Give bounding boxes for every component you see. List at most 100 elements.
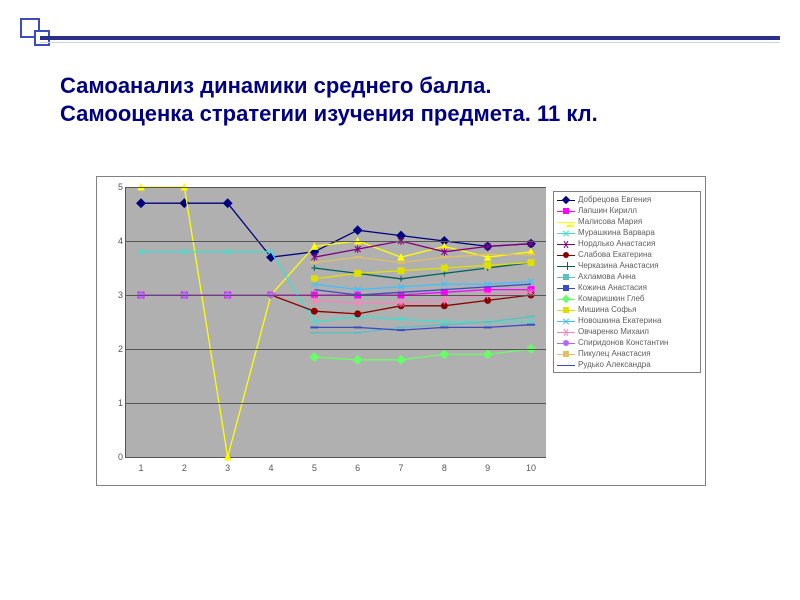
series-marker	[311, 276, 317, 282]
legend-swatch	[557, 251, 575, 259]
legend-item: Спиридонов Константин	[557, 337, 697, 348]
x-tick-label: 4	[261, 463, 281, 473]
y-tick-label: 0	[111, 452, 123, 462]
legend-swatch	[557, 317, 575, 325]
y-tick-label: 1	[111, 398, 123, 408]
legend-swatch	[557, 229, 575, 237]
legend-item: Норд­лько Анастасия	[557, 238, 697, 249]
series-marker	[355, 270, 361, 276]
series-line	[141, 203, 531, 257]
legend-label: Черказина Анастасия	[578, 261, 659, 270]
y-tick-label: 3	[111, 290, 123, 300]
gridline	[126, 187, 546, 188]
series-marker	[441, 265, 447, 271]
series-marker	[528, 260, 534, 266]
x-tick-label: 1	[131, 463, 151, 473]
legend-swatch	[557, 240, 575, 248]
series-marker	[355, 311, 361, 317]
gridline	[126, 403, 546, 404]
legend-label: Пикулец Анастасия	[578, 349, 651, 358]
legend-label: Добрецова Евгения	[578, 195, 651, 204]
page-title: Самоанализ динамики среднего балла. Само…	[60, 72, 740, 127]
series-marker	[353, 356, 361, 364]
legend-label: Ахламова Анна	[578, 272, 636, 281]
legend-item: Рудько Александра	[557, 359, 697, 370]
legend-label: Спиридонов Константин	[578, 338, 668, 347]
legend-swatch	[557, 273, 575, 281]
legend-item: Ахламова Анна	[557, 271, 697, 282]
chart-lines	[126, 187, 546, 457]
legend-swatch	[557, 350, 575, 358]
gridline	[126, 295, 546, 296]
x-tick-label: 8	[434, 463, 454, 473]
legend-item: Новошкина Екатерина	[557, 315, 697, 326]
legend-item: Кожина Анастасия	[557, 282, 697, 293]
legend-label: Малисова Мария	[578, 217, 642, 226]
series-marker	[485, 262, 491, 268]
legend-swatch	[557, 339, 575, 347]
series-line	[314, 317, 531, 333]
legend-label: Кожина Анастасия	[578, 283, 647, 292]
legend-label: Норд­лько Анастасия	[578, 239, 655, 248]
x-tick-label: 5	[304, 463, 324, 473]
legend-item: Слабова Екатерина	[557, 249, 697, 260]
series-line	[141, 295, 531, 314]
y-tick-label: 5	[111, 182, 123, 192]
x-tick-label: 9	[478, 463, 498, 473]
series-line	[314, 349, 531, 360]
legend: Добрецова Евгения Лапшин Кирилл Малисова М…	[553, 191, 701, 373]
legend-label: Мурашкина Варвара	[578, 228, 655, 237]
legend-item: Малисова Мария	[557, 216, 697, 227]
legend-label: Комаришкин Глеб	[578, 294, 645, 303]
legend-swatch	[557, 295, 575, 303]
y-tick-label: 4	[111, 236, 123, 246]
x-tick-label: 2	[174, 463, 194, 473]
series-line	[314, 282, 531, 290]
series-marker	[483, 350, 491, 358]
legend-item: Овчаренко Михаил	[557, 326, 697, 337]
legend-item: Лапшин Кирилл	[557, 205, 697, 216]
series-marker	[311, 308, 317, 314]
x-tick-label: 3	[218, 463, 238, 473]
series-marker	[225, 454, 231, 460]
series-marker	[311, 265, 317, 271]
header-rule-secondary	[40, 42, 780, 43]
legend-swatch	[557, 218, 575, 226]
legend-swatch	[557, 306, 575, 314]
series-marker	[397, 356, 405, 364]
chart-container: 12345678910 Добрецова ЕвгенияЛапшин Кири…	[96, 176, 706, 486]
gridline	[126, 349, 546, 350]
legend-swatch	[557, 361, 575, 369]
header-rule	[40, 36, 780, 40]
series-marker	[353, 226, 361, 234]
legend-label: Мишина Софья	[578, 305, 636, 314]
legend-swatch	[557, 207, 575, 215]
series-marker	[440, 350, 448, 358]
legend-item: Комаришкин Глеб	[557, 293, 697, 304]
x-tick-label: 6	[348, 463, 368, 473]
legend-swatch	[557, 262, 575, 270]
gridline	[126, 241, 546, 242]
legend-item: Черказина Анастасия	[557, 260, 697, 271]
legend-label: Новошкина Екатерина	[578, 316, 661, 325]
plot-area: 12345678910	[125, 187, 546, 458]
series-marker	[398, 268, 404, 274]
legend-label: Слабова Екатерина	[578, 250, 652, 259]
title-line-2: Самооценка стратегии изучения предмета. …	[60, 100, 740, 128]
legend-label: Лапшин Кирилл	[578, 206, 637, 215]
legend-label: Рудько Александра	[578, 360, 651, 369]
legend-swatch	[557, 196, 575, 204]
legend-item: Добрецова Евгения	[557, 194, 697, 205]
title-line-1: Самоанализ динамики среднего балла.	[60, 72, 740, 100]
legend-item: Мишина Софья	[557, 304, 697, 315]
x-tick-label: 10	[521, 463, 541, 473]
legend-item: Мурашкина Варвара	[557, 227, 697, 238]
x-tick-label: 7	[391, 463, 411, 473]
series-marker	[137, 199, 145, 207]
series-marker	[310, 353, 318, 361]
legend-label: Овчаренко Михаил	[578, 327, 649, 336]
y-tick-label: 2	[111, 344, 123, 354]
legend-item: Пикулец Анастасия	[557, 348, 697, 359]
series-marker	[398, 276, 404, 282]
legend-swatch	[557, 284, 575, 292]
